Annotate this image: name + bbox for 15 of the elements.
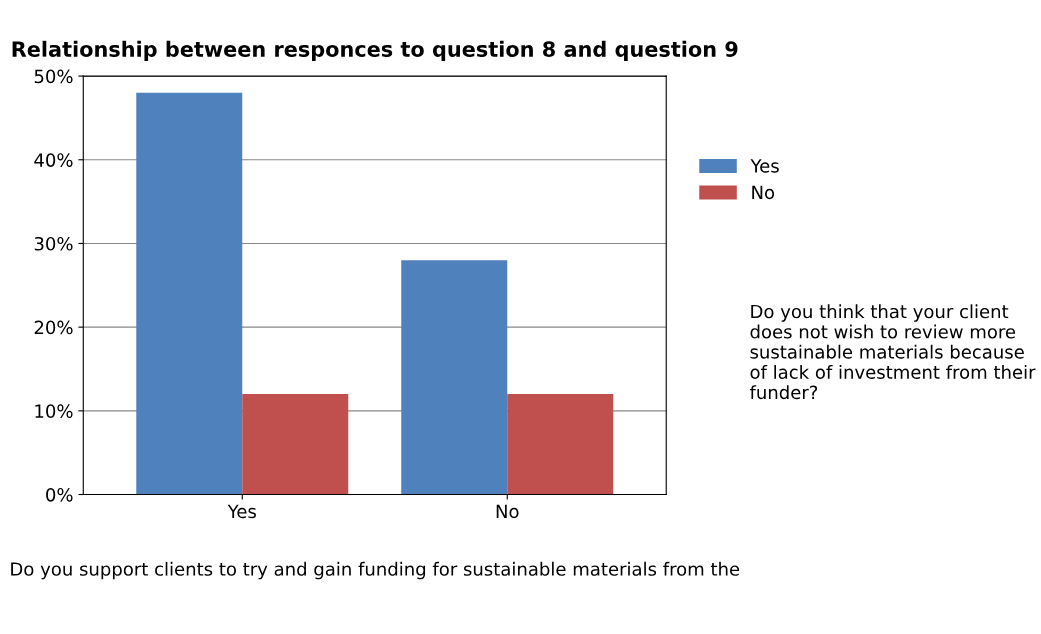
y-tick-label: 30% [34,236,73,251]
y-tick-label: 10% [35,404,73,418]
bar [136,92,243,495]
y-tick-label: 0% [46,487,73,502]
bar [401,260,508,495]
legend-label: Yes [750,159,779,173]
y-tick-label: 40% [34,153,73,167]
y-tick-label: 50% [34,69,73,84]
bar [507,394,614,495]
chart-title: Relationship between responces to question 8 and question 9 [12,40,738,61]
legend-title: Do you think that your client does not wish to review more sustainable materials because of lack of investment from their funder? [749,304,1036,400]
y-tick-label: 20% [34,320,73,335]
bar [242,394,349,495]
x-axis-title: Do you support clients to try and gain funding for sustainable materials from the [11,561,740,580]
legend-label: No [752,185,775,200]
